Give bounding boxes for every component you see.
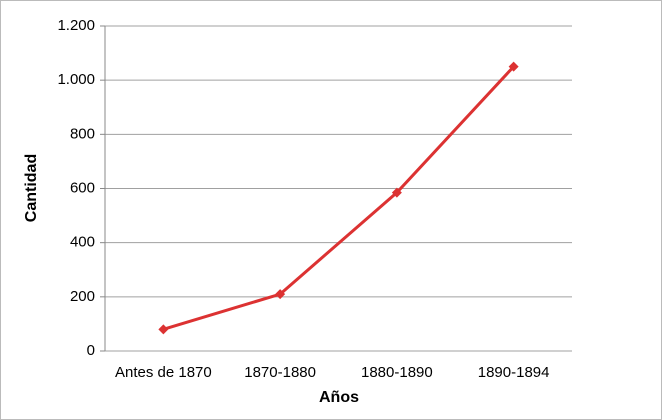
x-tick-label: 1880-1890 — [361, 364, 433, 381]
x-axis-title: Años — [319, 389, 359, 406]
y-tick-label: 200 — [70, 288, 95, 305]
y-tick-label: 600 — [70, 179, 95, 196]
marker — [508, 61, 519, 72]
marker — [158, 324, 169, 335]
x-tick-label: Antes de 1870 — [115, 364, 212, 381]
y-tick-label: 0 — [87, 342, 95, 359]
y-axis-title: Cantidad — [23, 154, 40, 222]
y-tick-label: 800 — [70, 125, 95, 142]
x-tick-label: 1870-1880 — [244, 364, 316, 381]
y-tick-label: 400 — [70, 234, 95, 251]
line — [162, 65, 515, 331]
y-tick-label: 1.200 — [57, 17, 95, 34]
marker — [275, 289, 286, 300]
marker — [391, 187, 402, 198]
x-tick-label: 1890-1894 — [478, 364, 550, 381]
y-tick-label: 1.000 — [57, 71, 95, 88]
